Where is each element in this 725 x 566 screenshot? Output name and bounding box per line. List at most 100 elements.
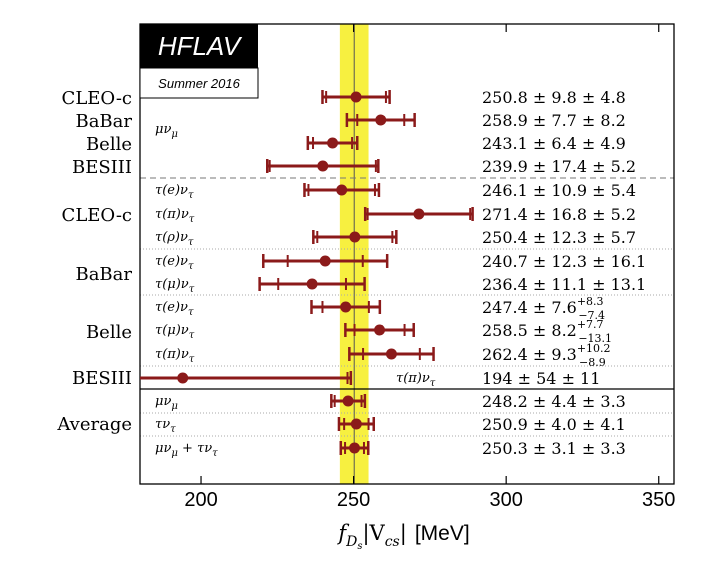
channel-label: τ(e)ντ (155, 300, 194, 318)
data-point (349, 442, 361, 454)
data-row: 258.9 ± 7.7 ± 8.2 (345, 111, 626, 130)
experiment-label: CLEO-c (62, 88, 132, 109)
badge-subtitle-box (139, 67, 259, 99)
experiment-label: BaBar (75, 264, 132, 285)
experiment-label: Belle (86, 134, 132, 155)
value-label: 250.8 ± 9.8 ± 4.8 (482, 88, 626, 107)
data-row: μνμ + τντ 250.3 ± 3.1 ± 3.3 (155, 439, 626, 459)
experiment-label: BESIII (72, 157, 132, 178)
data-point (327, 137, 339, 149)
data-row: 250.8 ± 9.8 ± 4.8 (321, 88, 626, 107)
group-note-text: μν (155, 122, 171, 137)
channel-sub: τ (189, 330, 195, 341)
channel-sub: τ (189, 354, 195, 365)
experiment-label: Belle (86, 322, 132, 343)
data-point (319, 255, 331, 267)
value-label: 258.9 ± 7.7 ± 8.2 (482, 111, 626, 130)
plot-frame (139, 23, 675, 485)
data-row: 239.9 ± 17.4 ± 5.2 (265, 157, 636, 176)
data-point (317, 160, 329, 172)
data-point (350, 418, 362, 430)
group-note-sub: μ (171, 129, 178, 140)
data-row: τ(e)ντ 247.4 ± 7.6+8.3 −7.4 (155, 295, 605, 322)
badge-subtitle: Summer 2016 (158, 76, 240, 91)
channel-label: τ(π)ντ (155, 347, 195, 365)
x-tick-label: 350 (642, 489, 675, 511)
channel-sub: τ (189, 284, 195, 295)
sys-up: +8.3 (577, 295, 604, 308)
data-row: τ(π)ντ 194 ± 54 ± 11 (140, 369, 600, 389)
channel-label: μνμ (155, 394, 178, 412)
data-point (349, 231, 361, 243)
experiment-label: CLEO-c (62, 205, 132, 226)
value-label: 194 ± 54 ± 11 (482, 369, 600, 388)
channel-label: μνμ + τντ (155, 441, 218, 459)
badge-title-box (140, 24, 258, 68)
group-note-mu-nu-mu: μνμ (155, 122, 178, 140)
channel-sub: τ (189, 214, 195, 225)
data-point (342, 395, 354, 407)
sys-down: −7.4 (578, 309, 605, 322)
value-label: 243.1 ± 6.4 ± 4.9 (482, 134, 626, 153)
channel-sub: τ (188, 190, 194, 201)
data-row: τ(μ)ντ 258.5 ± 8.2+7.7 −13.1 (155, 318, 612, 345)
row-separators (140, 177, 674, 437)
data-row: τ(e)ντ 240.7 ± 12.3 ± 16.1 (155, 252, 646, 272)
xlabel-s: s (357, 541, 362, 552)
x-axis-label: fDs|Vcs| [MeV] (336, 521, 469, 552)
data-point (306, 278, 318, 290)
x-tick-label: 250 (337, 489, 370, 511)
channel-label: τ(e)ντ (155, 254, 194, 272)
channel-label: τ(e)ντ (155, 183, 194, 201)
data-point (413, 208, 425, 220)
x-tick-label: 300 (489, 489, 522, 511)
xlabel-bar: | (400, 521, 407, 546)
experiment-label: BESIII (72, 368, 132, 389)
data-point (385, 348, 397, 360)
hflav-badge: HFLAV Summer 2016 (139, 24, 259, 99)
data-row: τντ 250.9 ± 4.0 ± 4.1 (155, 415, 626, 435)
sys-down: −13.1 (578, 332, 612, 345)
value-label: 250.9 ± 4.0 ± 4.1 (482, 415, 626, 434)
data-row: τ(π)ντ 262.4 ± 9.3+10.2 −8.9 (155, 342, 611, 369)
svg-text:μνμ: μνμ (155, 122, 178, 140)
sys-down: −8.9 (579, 356, 606, 369)
value-label: 262.4 ± 9.3+10.2 −8.9 (482, 342, 611, 369)
data-row: τ(π)ντ 271.4 ± 16.8 ± 5.2 (155, 205, 636, 225)
data-row: τ(e)ντ 246.1 ± 10.9 ± 5.4 (155, 181, 636, 201)
sys-up: +10.2 (577, 342, 611, 355)
xlabel-d: D (345, 534, 357, 550)
experiment-label: BaBar (75, 111, 132, 132)
data-point (350, 91, 362, 103)
channel-sub: τ (188, 307, 194, 318)
data-point (375, 114, 387, 126)
channel-sub: μ (171, 401, 178, 412)
data-point (177, 372, 189, 384)
x-axis-ticks: 200 250 300 350 (184, 24, 675, 511)
channel-sub: τ (170, 424, 176, 435)
data-row: μνμ 248.2 ± 4.4 ± 3.3 (155, 392, 626, 412)
channel-label: τ(π)ντ (155, 207, 195, 225)
x-tick-label: 200 (184, 489, 217, 511)
channel-label: τ(π)ντ (396, 371, 436, 389)
channel-label: τ(μ)ντ (155, 277, 195, 295)
data-row: 243.1 ± 6.4 ± 4.9 (306, 134, 626, 153)
xlabel-unit: [MeV] (415, 522, 470, 545)
value-label: 240.7 ± 12.3 ± 16.1 (482, 252, 646, 271)
value-label: 258.5 ± 8.2+7.7 −13.1 (482, 318, 612, 345)
channel-sub: τ (188, 261, 194, 272)
channel-sub: τ (430, 378, 436, 389)
svg-text:fDs|Vcs|[MeV]: fDs|Vcs| [MeV] (336, 521, 469, 552)
experiment-labels: CLEO-cBaBarBelleBESIIICLEO-cBaBarBelleBE… (56, 88, 132, 435)
channel-label: τ(μ)ντ (155, 323, 195, 341)
xlabel-cs: cs (385, 534, 400, 550)
channel-label: τ(ρ)ντ (155, 230, 194, 248)
xlabel-v: |V (362, 521, 385, 546)
value-label: 236.4 ± 11.1 ± 13.1 (482, 275, 646, 294)
data-point (340, 301, 352, 313)
value-label: 250.4 ± 12.3 ± 5.7 (482, 228, 636, 247)
value-label: 271.4 ± 16.8 ± 5.2 (482, 205, 636, 224)
value-label: 248.2 ± 4.4 ± 3.3 (482, 392, 626, 411)
data-row: τ(ρ)ντ 250.4 ± 12.3 ± 5.7 (155, 228, 636, 248)
data-point (374, 324, 386, 336)
